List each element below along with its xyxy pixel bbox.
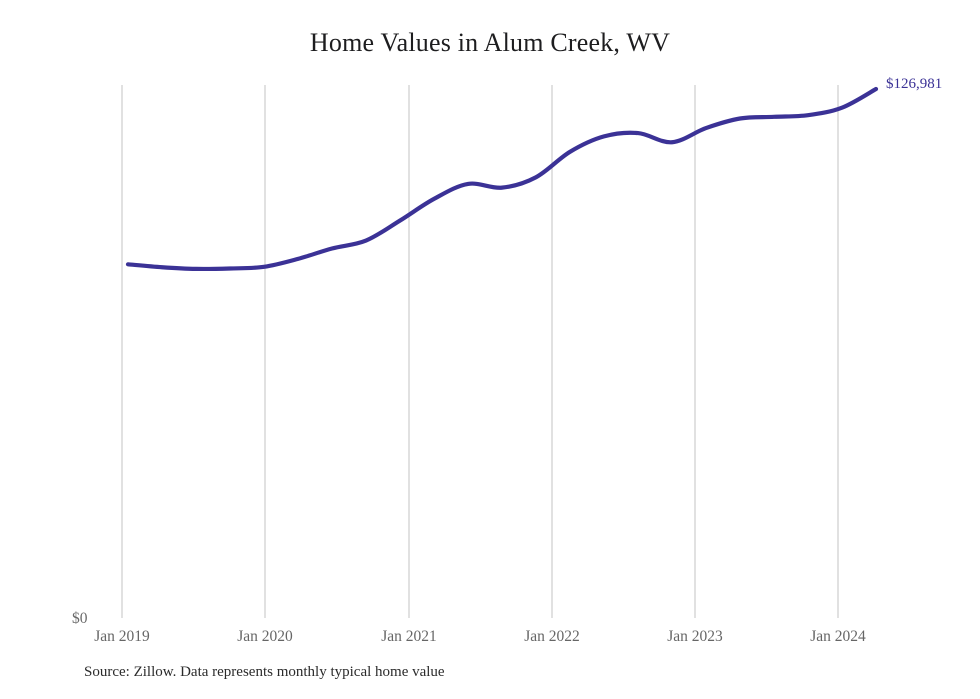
chart-title: Home Values in Alum Creek, WV <box>309 28 671 57</box>
x-axis-tick-label: Jan 2019 <box>94 628 150 645</box>
x-axis-tick-label: Jan 2024 <box>810 628 866 645</box>
x-axis-tick-label: Jan 2021 <box>381 628 437 645</box>
data-series-line <box>125 86 879 272</box>
series-end-value-label: $126,981 <box>886 76 943 92</box>
source-caption: Source: Zillow. Data represents monthly … <box>84 664 445 680</box>
series-line <box>125 86 879 272</box>
x-axis-tick-label: Jan 2023 <box>667 628 723 645</box>
x-axis-tick-label: Jan 2020 <box>237 628 293 645</box>
gridlines <box>121 85 839 618</box>
y-axis-zero-label: $0 <box>72 610 88 627</box>
x-axis-tick-label: Jan 2022 <box>524 628 580 645</box>
